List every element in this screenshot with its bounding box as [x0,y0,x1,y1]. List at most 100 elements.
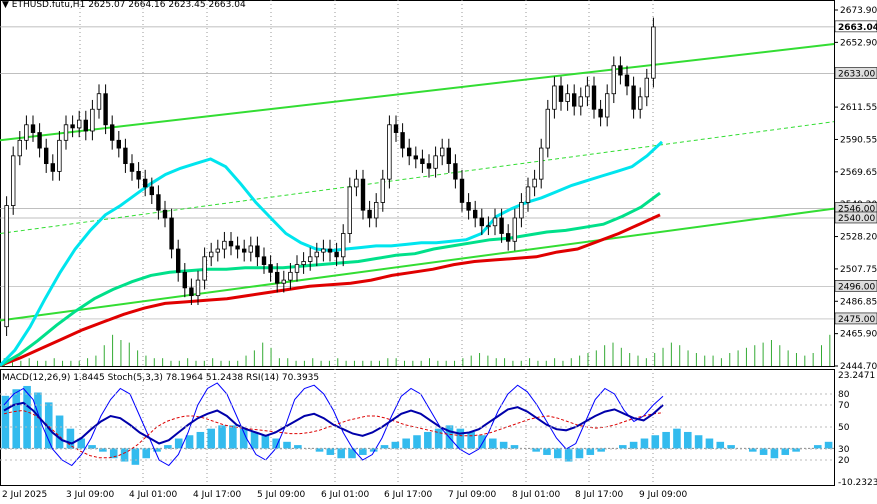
candle-body [90,108,95,132]
macd-histogram-bar [185,435,194,449]
candle-body [373,202,379,219]
candle-body [149,186,154,196]
high-value: 2664.16 [128,0,166,10]
candle-body [37,132,42,149]
channel-lower-line [0,207,835,322]
macd-histogram-bar [683,431,692,449]
macd-histogram-bar [824,441,833,449]
candle-body [4,205,9,328]
macd-histogram-bar [348,448,356,459]
level-label: 2633.00 [838,70,875,80]
candle-body [532,178,537,188]
macd-histogram-bar [727,445,735,449]
candle-body [202,256,207,281]
date-tick-label: 6 Jul 17:00 [384,490,433,500]
candle-body [301,261,306,265]
price-tick-label: 2465.90 [840,330,877,340]
level-label-box [834,67,877,79]
rsi-line [3,401,664,445]
collapse-triangle-icon[interactable]: ▼ [2,0,12,10]
macd-histogram-bar [748,448,757,452]
macd-histogram-bar [445,425,454,449]
level-label: 2546.00 [838,205,875,215]
candle-body [585,85,590,98]
candle-body [605,93,610,118]
date-tick-label: 2 Jul 2025 [2,490,47,500]
candle-body [268,264,273,273]
stoch-main-line [3,382,664,467]
macd-histogram-bar [716,441,725,449]
open-value: 2625.07 [88,0,126,10]
candle-body [459,178,465,203]
candle-body [235,245,240,250]
candle-body [354,178,359,188]
macd-histogram-bar [369,448,378,452]
candle-body [433,155,438,169]
level-label-box [834,20,877,33]
macd-histogram-bar [153,448,161,452]
candle-body [241,248,247,253]
macd-histogram-bar [229,425,237,449]
candle-body [644,77,649,98]
macd-histogram-bar [489,438,497,449]
macd-histogram-bar [272,438,280,449]
macd-histogram-bar [586,448,595,455]
candle-body [116,139,121,149]
candle-body [340,233,346,258]
candle-body [578,96,583,107]
candle-body [512,217,517,242]
price-tick-label: 2673.90 [840,6,877,16]
macd-histogram-bar [23,385,31,449]
price-tick-label: 2569.65 [840,168,877,178]
macd-histogram-bar [196,431,205,449]
macd-histogram-bar [337,448,345,459]
macd-histogram-bar [380,445,389,449]
close-value: 2663.04 [208,0,246,10]
macd-histogram-bar [673,428,681,449]
macd-histogram-bar [12,389,21,449]
macd-histogram-bar [705,438,714,449]
candle-body [228,240,234,247]
candle-body [281,279,286,284]
macd-histogram-bar [250,431,259,449]
candle-body [50,163,55,172]
candle-body [162,209,168,219]
macd-histogram-bar [532,448,540,452]
date-tick-label: 9 Jul 09:00 [639,490,688,500]
candle-body [103,93,108,126]
macd-label: MACD(12,26,9) 1.8445 [2,373,105,383]
candle-body [77,119,82,129]
candle-body [420,158,425,165]
rsi-label: RSI(14) 70.3935 [245,373,320,383]
candle-body [307,256,313,262]
indicator-tick-label: 70 [838,401,850,411]
date-tick-label: 8 Jul 01:00 [512,490,561,500]
candle-body [175,248,181,273]
date-tick-label: 6 Jul 01:00 [321,490,370,500]
level-label: 2540.00 [838,214,875,224]
macd-histogram-bar [597,448,605,452]
macd-histogram-bar [326,448,335,455]
candle-body [611,65,616,95]
candle-body [208,251,214,258]
candle-body [466,202,471,211]
macd-histogram-bar [554,448,562,459]
date-tick-label: 5 Jul 09:00 [257,490,306,500]
macd-histogram-bar [424,431,432,449]
macd-histogram-bar [99,448,107,452]
candle-body [294,264,300,273]
macd-histogram-bar [792,448,800,452]
macd-histogram-bar [759,448,768,455]
candle-body [446,147,451,165]
macd-histogram-bar [510,445,519,449]
indicator-tick-label: 23.2471 [838,371,875,381]
candle-body [552,85,557,110]
candle-body [505,233,511,242]
macd-histogram-bar [1,395,10,449]
macd-histogram-bar [781,448,790,455]
candle-body [638,96,643,110]
candle-body [189,287,194,297]
stoch-label: Stoch(5,3,3) 78.1964 51.2438 [107,373,244,383]
